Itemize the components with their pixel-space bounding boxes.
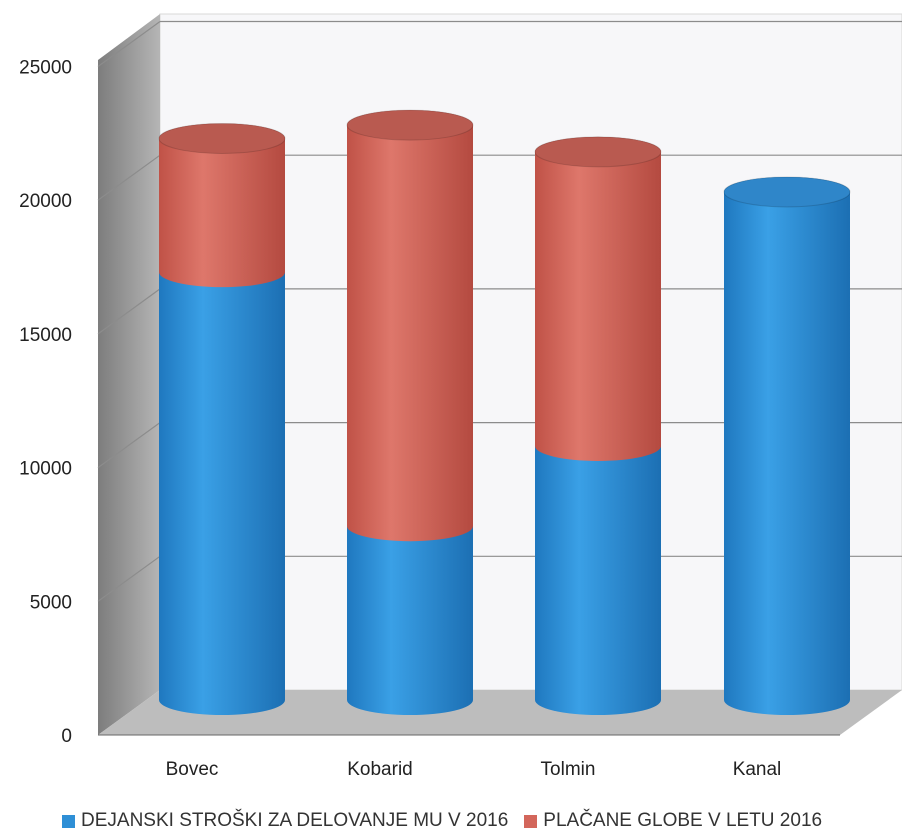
floor bbox=[98, 690, 902, 735]
y-tick-label: 10000 bbox=[19, 459, 72, 480]
legend-item-globe: PLAČANE GLOBE V LETU 2016 bbox=[524, 810, 822, 832]
y-tick-label: 5000 bbox=[30, 592, 72, 613]
legend-item-stroski: DEJANSKI STROŠKI ZA DELOVANJE MU V 2016 bbox=[62, 810, 508, 832]
bar-top-cap bbox=[158, 122, 286, 154]
legend-swatch-blue bbox=[62, 814, 75, 828]
bar-segment-stroski bbox=[159, 257, 285, 715]
legend-label-stroski: DEJANSKI STROŠKI ZA DELOVANJE MU V 2016 bbox=[81, 810, 509, 831]
bar-segment-globe bbox=[159, 123, 285, 288]
legend-label-globe: PLAČANE GLOBE V LETU 2016 bbox=[543, 810, 823, 831]
category-label: Kobarid bbox=[347, 759, 413, 780]
gridline-side bbox=[97, 21, 161, 67]
bar-segment-stroski bbox=[347, 511, 473, 715]
y-tick-label: 25000 bbox=[19, 58, 72, 79]
y-axis: 0 5000 10000 15000 20000 25000 bbox=[19, 58, 840, 747]
side-wall bbox=[98, 14, 160, 735]
y-tick-label: 15000 bbox=[19, 325, 72, 346]
gridline-side bbox=[97, 422, 161, 469]
legend: DEJANSKI STROŠKI ZA DELOVANJE MU V 2016 … bbox=[62, 810, 902, 832]
gridline-side bbox=[97, 555, 161, 602]
y-tick-label: 20000 bbox=[19, 191, 72, 212]
bar-top-cap bbox=[346, 109, 474, 141]
bar-segment-stroski bbox=[724, 176, 850, 715]
gridline-side bbox=[97, 154, 161, 201]
bar-segment-globe bbox=[535, 136, 661, 461]
x-axis: Bovec Kobarid Tolmin Kanal bbox=[166, 759, 782, 780]
bar-top-cap bbox=[723, 176, 851, 208]
y-tick-label: 0 bbox=[61, 726, 72, 747]
bar-segment-stroski bbox=[535, 430, 661, 715]
bar-top-cap bbox=[534, 136, 662, 168]
category-label: Bovec bbox=[166, 759, 219, 780]
category-label: Tolmin bbox=[541, 759, 596, 780]
legend-swatch-red bbox=[524, 814, 538, 828]
bars bbox=[158, 109, 851, 715]
chart: 0 5000 10000 15000 20000 25000 Bovec Kobarid To… bbox=[19, 13, 902, 780]
gridline-side bbox=[97, 288, 161, 335]
bar-segment-globe bbox=[347, 110, 473, 542]
category-label: Kanal bbox=[733, 759, 782, 780]
